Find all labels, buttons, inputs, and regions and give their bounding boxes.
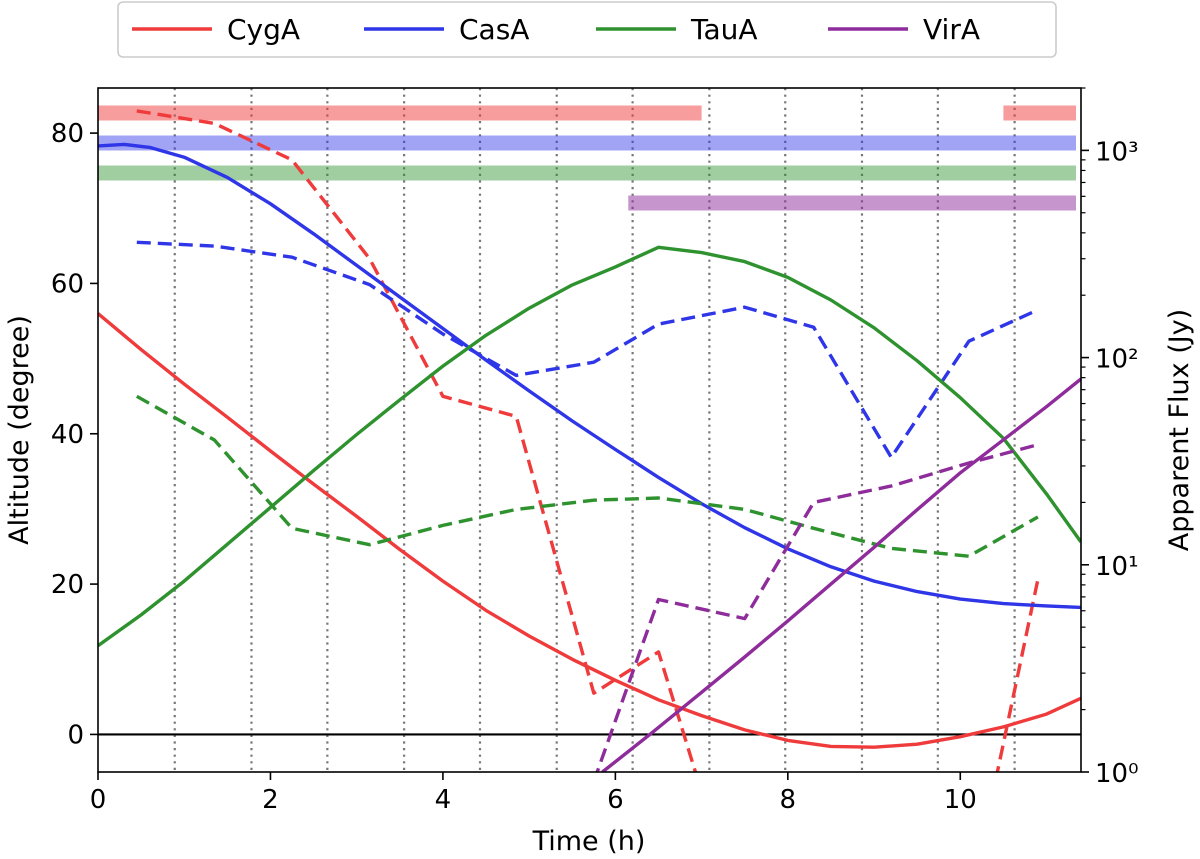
y-tick-label-4: 80 [51, 119, 84, 149]
x-tick-label-5: 10 [944, 785, 977, 815]
y-tick-label-1: 20 [51, 570, 84, 600]
taua-altitude-line [98, 245, 1081, 648]
x-tick-label-1: 2 [262, 785, 279, 815]
legend-label-taua: TauA [690, 13, 758, 46]
y2-axis-title: Apparent Flux (Jy) [1164, 309, 1195, 551]
legend-label-cyga: CygA [227, 13, 300, 46]
y2-tick-label-3: 10³ [1095, 137, 1139, 167]
legend-label-vira: VirA [923, 13, 980, 46]
legend-box [117, 1, 1057, 58]
legend: CygA CasA TauA VirA [117, 1, 1057, 58]
x-tick-label-4: 8 [780, 785, 797, 815]
y-tick-label-0: 0 [67, 720, 84, 750]
plot-frame [97, 87, 1082, 773]
x-tick-label-2: 4 [435, 785, 452, 815]
legend-label-casa: CasA [459, 13, 529, 46]
y2-tick-label-2: 10² [1095, 345, 1139, 375]
casa-flux-line [136, 240, 1039, 460]
cyga-flux-line [136, 109, 1040, 772]
plot-area [97, 87, 1082, 773]
taua-flux-line [135, 394, 1039, 558]
vira-flux-line [595, 443, 1039, 772]
casa-altitude-line [98, 142, 1081, 610]
x-axis: 0 2 4 6 8 10 [90, 772, 977, 815]
y-axis-right: 10⁰ 10¹ 10² 10³ [1081, 87, 1139, 789]
y-tick-label-2: 40 [51, 420, 84, 450]
vira-altitude-line [601, 377, 1081, 772]
cyga-altitude-line [98, 312, 1081, 749]
y2-tick-label-0: 10⁰ [1095, 759, 1139, 789]
x-tick-label-3: 6 [607, 785, 624, 815]
x-axis-title: Time (h) [532, 826, 646, 857]
y-axis-left: 0 20 40 60 80 [51, 119, 98, 750]
y-tick-label-3: 60 [51, 269, 84, 299]
y-axis-title: Altitude (degree) [4, 315, 35, 545]
y2-tick-label-1: 10¹ [1095, 552, 1139, 582]
x-tick-label-0: 0 [90, 785, 107, 815]
